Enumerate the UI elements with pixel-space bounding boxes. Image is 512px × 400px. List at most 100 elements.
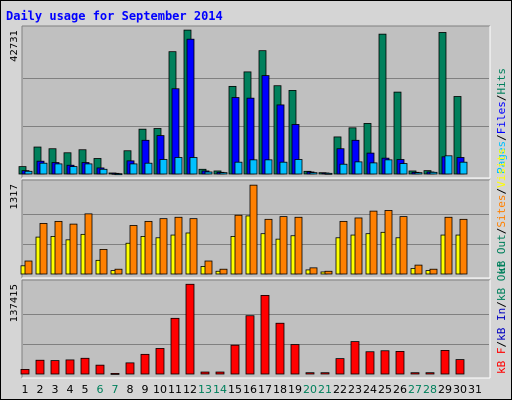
panel-background [22,280,490,378]
bar-sites-day-25 [384,210,393,275]
x-tick-label-day-23: 23 [348,383,362,396]
bar-kbf-day-5 [80,357,90,375]
x-tick-label-day-16: 16 [243,383,257,396]
legend-item: / [495,95,508,102]
bar-kbf-day-17 [260,295,270,375]
bar-kbf-day-12 [185,283,195,375]
legend-item: kB Out [495,234,508,274]
bar-sites-day-4 [69,223,78,275]
bar-sites-day-26 [399,216,408,275]
bar-kbf-day-27 [410,372,420,375]
bar-sites-day-19 [294,216,303,275]
legend-item: kB F [495,348,508,375]
x-tick-label-day-12: 12 [183,383,197,396]
x-tick-label-day-13: 13 [198,383,212,396]
chart-title: Daily usage for September 2014 [6,9,223,23]
bar-sites-day-22 [339,220,348,275]
bar-pages-day-7 [114,173,123,176]
x-tick-label-day-22: 22 [333,383,347,396]
bar-kbf-day-2 [35,359,45,375]
panel-legend: Pages/Files/Hits [495,68,508,174]
bar-sites-day-12 [189,218,198,275]
bar-sites-day-16 [249,184,258,275]
bar-kbf-day-29 [440,350,450,375]
bar-sites-day-28 [429,268,438,275]
x-tick-label-day-24: 24 [363,383,377,396]
bar-pages-day-12 [189,157,198,175]
bar-kbf-day-8 [125,362,135,375]
bar-sites-day-13 [204,260,213,275]
bar-sites-day-5 [84,213,93,275]
bar-pages-day-17 [264,159,273,175]
legend-item: Hits [495,68,508,95]
bar-sites-day-14 [219,268,228,275]
x-tick-label-day-29: 29 [438,383,452,396]
panel-legend: kB Out/Sites/Visits [495,148,508,274]
bar-pages-day-3 [54,163,63,175]
bar-sites-day-8 [129,225,138,275]
bar-pages-day-24 [369,162,378,175]
x-tick-label-day-30: 30 [453,383,467,396]
bar-kbf-day-30 [455,359,465,375]
bar-kbf-day-4 [65,359,75,375]
bar-pages-day-26 [399,163,408,175]
x-tick-label-day-27: 27 [408,383,422,396]
bar-sites-day-10 [159,218,168,275]
bar-files-day-17 [261,75,270,175]
panel-max-label: 1317 [9,184,20,209]
bar-kbf-day-24 [365,351,375,375]
bar-sites-day-27 [414,264,423,275]
panel-max-label: 137415 [9,284,20,322]
legend-item: Pages [495,141,508,174]
bar-kbf-day-1 [20,369,30,375]
x-tick-label-day-20: 20 [303,383,317,396]
bar-pages-day-2 [39,162,48,175]
panel-background [22,26,490,178]
bar-pages-day-25 [384,159,393,175]
x-tick-label-day-25: 25 [378,383,392,396]
bar-pages-day-29 [444,155,453,175]
bar-sites-day-23 [354,217,363,275]
bar-sites-day-29 [444,216,453,275]
bar-kbf-day-14 [215,371,225,375]
bar-sites-day-15 [234,214,243,275]
legend-item: Sites [495,195,508,228]
bar-kbf-day-22 [335,358,345,375]
legend-item: / [495,188,508,195]
x-tick-label-day-3: 3 [52,383,59,396]
x-tick-label-day-14: 14 [213,383,227,396]
x-tick-label-day-2: 2 [37,383,44,396]
bar-kbf-day-28 [425,372,435,375]
x-tick-label-day-21: 21 [318,383,332,396]
bar-pages-day-16 [249,159,258,175]
bar-pages-day-22 [339,163,348,175]
bar-sites-day-24 [369,210,378,275]
x-tick-label-day-7: 7 [112,383,119,396]
bar-pages-day-6 [99,168,108,175]
bar-pages-day-21 [324,172,333,175]
legend-item: Visits [495,148,508,188]
bar-kbf-day-3 [50,360,60,375]
bar-sites-day-9 [144,220,153,275]
x-tick-label-day-8: 8 [127,383,134,396]
legend-item: / [495,301,508,308]
x-tick-label-day-15: 15 [228,383,242,396]
bar-files-day-12 [186,38,195,175]
bar-hits-day-29 [438,32,447,175]
x-tick-label-day-6: 6 [97,383,104,396]
bar-sites-day-18 [279,216,288,275]
bar-sites-day-2 [39,223,48,275]
x-axis-labels: 1 2 3 4 5 6 7 8 9 10 11 12 13 14 15 16 17 18 19 20 21 22 23 24 2… [22,383,483,396]
bar-kbf-day-20 [305,372,315,375]
bar-pages-day-9 [144,162,153,175]
x-tick-label-day-1: 1 [22,383,29,396]
bar-sites-day-11 [174,216,183,275]
panel-legend: kB F/kB In/kB Out [495,261,508,374]
x-tick-label-day-17: 17 [258,383,272,396]
bar-pages-day-5 [84,163,93,175]
bar-kbf-day-7 [110,373,120,375]
bar-sites-day-20 [309,267,318,275]
